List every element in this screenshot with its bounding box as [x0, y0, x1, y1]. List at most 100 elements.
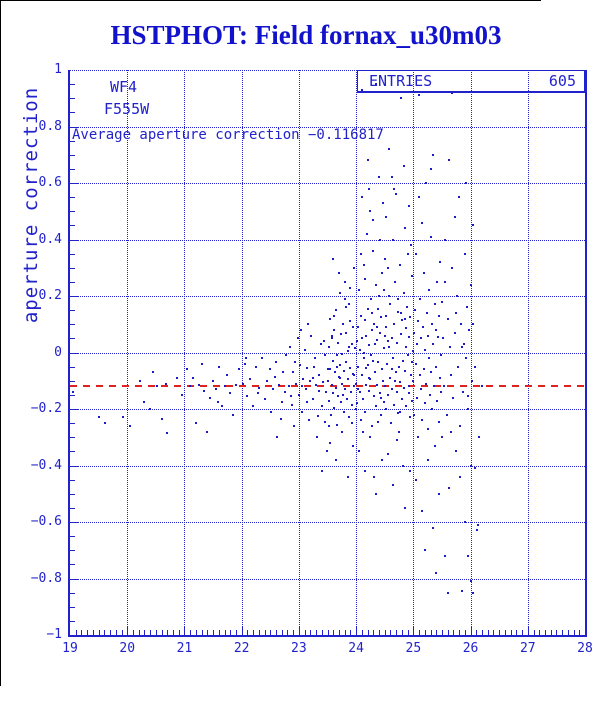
- scatter-point: [333, 371, 336, 374]
- scatter-point: [214, 388, 217, 391]
- x-tick-label: 23: [291, 641, 307, 656]
- scatter-point: [362, 263, 365, 266]
- scatter-point: [364, 334, 367, 337]
- x-minor-tick: [539, 630, 541, 635]
- scatter-point: [357, 365, 360, 368]
- scatter-point: [323, 354, 326, 357]
- scatter-point: [456, 365, 459, 368]
- scatter-point: [287, 385, 290, 388]
- y-minor-tick: [70, 394, 75, 396]
- scatter-point: [375, 492, 378, 495]
- y-minor-tick: [70, 493, 75, 495]
- scatter-point: [300, 410, 303, 413]
- scatter-point: [360, 374, 363, 377]
- scatter-point: [353, 385, 356, 388]
- scatter-point: [104, 422, 107, 425]
- gridline-horizontal: [70, 70, 585, 71]
- x-minor-tick: [579, 630, 581, 635]
- scatter-point: [356, 388, 359, 391]
- x-minor-tick: [287, 630, 289, 635]
- scatter-point: [350, 343, 353, 346]
- y-minor-tick: [70, 211, 75, 213]
- x-minor-tick: [310, 630, 312, 635]
- scatter-point: [341, 323, 344, 326]
- scatter-point: [365, 232, 368, 235]
- scatter-point: [414, 362, 417, 365]
- scatter-point: [398, 263, 401, 266]
- scatter-point: [234, 383, 237, 386]
- scatter-point: [396, 297, 399, 300]
- scatter-point: [388, 148, 391, 151]
- x-minor-tick: [419, 630, 421, 635]
- scatter-point: [299, 364, 302, 367]
- scatter-point: [229, 392, 232, 395]
- scatter-point: [364, 410, 367, 413]
- scatter-point: [197, 383, 200, 386]
- scatter-point: [449, 430, 452, 433]
- scatter-point: [453, 331, 456, 334]
- scatter-point: [336, 365, 339, 368]
- scatter-point: [165, 382, 168, 385]
- scatter-point: [420, 221, 423, 224]
- scatter-point: [405, 405, 408, 408]
- scatter-point: [416, 436, 419, 439]
- x-minor-tick: [562, 630, 564, 635]
- scatter-point: [352, 372, 355, 375]
- scatter-point: [304, 388, 307, 391]
- scatter-point: [359, 252, 362, 255]
- scatter-point: [481, 385, 483, 388]
- scatter-point: [329, 441, 332, 444]
- x-minor-tick: [516, 630, 518, 635]
- scatter-point: [378, 392, 381, 395]
- y-major-tick: [70, 522, 79, 523]
- scatter-point: [223, 385, 226, 388]
- y-tick-label: 0: [54, 344, 62, 360]
- scatter-point: [369, 378, 372, 381]
- scatter-point: [275, 361, 277, 364]
- scatter-point: [333, 314, 336, 317]
- scatter-point: [357, 289, 360, 292]
- scatter-point: [474, 365, 477, 368]
- scatter-point: [476, 523, 479, 526]
- scatter-point: [434, 328, 437, 331]
- scatter-point: [428, 393, 431, 396]
- scatter-point: [362, 351, 365, 354]
- y-tick-label: −0.8: [30, 570, 62, 586]
- scatter-point: [332, 258, 335, 261]
- scatter-point: [398, 410, 401, 413]
- scatter-point: [472, 591, 475, 594]
- x-tick-label: 27: [519, 641, 536, 656]
- average-correction-label: Average aperture correction −0.116817: [72, 127, 384, 143]
- x-minor-tick: [235, 630, 237, 635]
- scatter-point: [363, 470, 366, 473]
- y-major-tick: [70, 239, 79, 241]
- x-minor-tick: [482, 630, 483, 635]
- y-tick-label: 0.6: [38, 175, 62, 190]
- scatter-point: [329, 413, 332, 416]
- scatter-point: [391, 368, 394, 371]
- y-minor-tick: [70, 154, 75, 156]
- scatter-point: [71, 391, 74, 394]
- y-tick-label: −0.2: [30, 401, 62, 416]
- x-minor-tick: [499, 630, 501, 635]
- scatter-point: [335, 458, 338, 461]
- gridline-horizontal: [70, 183, 585, 184]
- x-minor-tick: [373, 630, 375, 635]
- scatter-point: [443, 280, 446, 283]
- scatter-point: [350, 422, 353, 425]
- scatter-point: [379, 238, 382, 241]
- scatter-point: [385, 314, 388, 317]
- scatter-point: [308, 419, 311, 422]
- x-minor-tick: [178, 630, 180, 635]
- scatter-point: [466, 554, 469, 557]
- x-minor-tick: [224, 630, 226, 635]
- x-minor-tick: [333, 630, 335, 635]
- scatter-point: [411, 350, 414, 353]
- scatter-point: [351, 326, 354, 329]
- scatter-point: [404, 317, 407, 320]
- scatter-point: [279, 417, 282, 420]
- scatter-point: [463, 521, 466, 523]
- scatter-point: [324, 420, 327, 423]
- gridline-horizontal: [70, 409, 585, 410]
